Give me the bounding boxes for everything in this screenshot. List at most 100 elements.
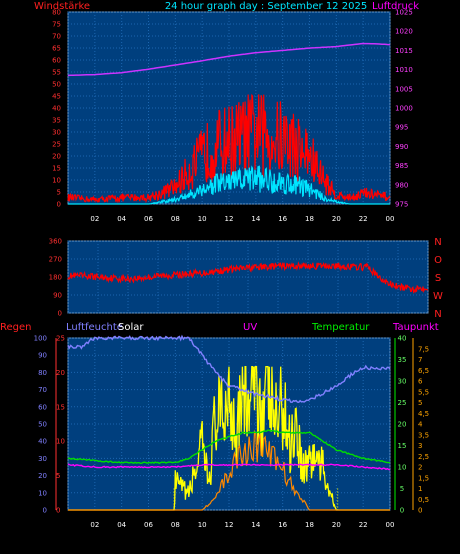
pressure-series-line <box>67 42 391 77</box>
direction-tick-label: 360 <box>49 238 62 246</box>
hour-tick-label: 02 <box>90 521 99 529</box>
hour-tick-label: 08 <box>171 521 180 529</box>
hour-tick-label: 04 <box>117 215 126 223</box>
direction-tick-label: 0 <box>58 310 62 318</box>
uv-tick-label: 3 <box>418 442 422 450</box>
hour-tick-label: 16 <box>278 521 287 529</box>
humidity-tick-label: 100 <box>34 335 47 343</box>
wind-tick-label: 75 <box>52 21 61 29</box>
uv-tick-label: 1 <box>418 485 422 493</box>
uv-tick-label: 1,5 <box>418 474 429 482</box>
temperature-tick-label: 10 <box>398 464 407 472</box>
hour-tick-label: 08 <box>171 215 180 223</box>
wind-tick-label: 15 <box>52 165 61 173</box>
temperature-tick-label: 40 <box>398 335 407 343</box>
wind-axis-title: Windstärke <box>34 1 90 12</box>
uv-tick-label: 3,5 <box>418 431 429 439</box>
wind-tick-label: 45 <box>52 93 61 101</box>
humidity-tick-label: 40 <box>38 438 47 446</box>
temperature-tick-label: 0 <box>400 507 404 515</box>
rain-tick-label: 10 <box>56 438 65 446</box>
temperature-tick-label: 15 <box>398 442 407 450</box>
compass-label: W <box>433 291 443 302</box>
temperature-tick-label: 30 <box>398 378 407 386</box>
hour-tick-label: 18 <box>305 521 314 529</box>
wind-tick-label: 5 <box>57 189 61 197</box>
wind-tick-label: 0 <box>57 201 61 209</box>
temperature-tick-label: 35 <box>398 356 407 364</box>
hour-tick-label: 02 <box>90 215 99 223</box>
temperature-tick-label: 25 <box>398 399 407 407</box>
uv-tick-label: 5,5 <box>418 388 429 396</box>
humidity-tick-label: 0 <box>43 507 47 515</box>
uv-tick-label: 7,5 <box>418 345 429 353</box>
hour-tick-label: 16 <box>278 215 287 223</box>
hour-tick-label: 20 <box>332 521 341 529</box>
humidity-label: Luftfeuchte <box>66 322 123 333</box>
hour-tick-label: 12 <box>225 521 234 529</box>
uv-tick-label: 2 <box>418 464 422 472</box>
hour-tick-label: 00 <box>386 215 395 223</box>
gust-series-line <box>67 93 391 204</box>
uv-tick-label: 2,5 <box>418 453 429 461</box>
hour-tick-label: 04 <box>117 521 126 529</box>
hour-tick-label: 14 <box>251 215 260 223</box>
temperature-tick-label: 20 <box>398 421 407 429</box>
compass-label: S <box>435 273 441 284</box>
hour-tick-label: 10 <box>198 521 207 529</box>
rain-tick-label: 15 <box>56 403 65 411</box>
humidity-tick-label: 70 <box>38 386 47 394</box>
pressure-tick-label: 985 <box>395 162 408 170</box>
uv-tick-label: 6 <box>418 378 423 386</box>
uv-tick-label: 5 <box>418 399 422 407</box>
humidity-tick-label: 10 <box>38 489 47 497</box>
dewpoint-label: Taupunkt <box>392 322 439 333</box>
uv-tick-label: 7 <box>418 356 422 364</box>
pressure-tick-label: 1025 <box>395 9 413 17</box>
wind-tick-label: 40 <box>52 105 61 113</box>
hour-tick-label: 14 <box>251 521 260 529</box>
temperature-label: Temperatur <box>311 322 370 333</box>
pressure-tick-label: 1005 <box>395 85 413 93</box>
uv-tick-label: 0,5 <box>418 496 429 504</box>
temperature-series-line <box>67 429 391 465</box>
rain-label: Regen <box>0 322 32 333</box>
pressure-tick-label: 1015 <box>395 47 413 55</box>
hour-tick-label: 22 <box>359 521 368 529</box>
direction-tick-label: 180 <box>49 274 62 282</box>
humidity-tick-label: 60 <box>38 403 47 411</box>
hour-tick-label: 18 <box>305 215 314 223</box>
pressure-axis-title: Luftdruck <box>372 1 419 12</box>
rain-tick-label: 5 <box>56 472 60 480</box>
humidity-tick-label: 30 <box>38 455 47 463</box>
wind-tick-label: 70 <box>52 33 61 41</box>
direction-tick-label: 270 <box>49 256 62 264</box>
hour-tick-label: 06 <box>144 521 153 529</box>
temperature-tick-label: 5 <box>400 485 404 493</box>
chart-title: 24 hour graph day : September 12 2025 <box>165 1 367 12</box>
humidity-tick-label: 80 <box>38 369 47 377</box>
pressure-tick-label: 1020 <box>395 28 413 36</box>
pressure-tick-label: 975 <box>395 201 408 209</box>
wind-series-line <box>68 165 390 205</box>
humidity-tick-label: 20 <box>38 472 47 480</box>
uv-tick-label: 4,5 <box>418 410 429 418</box>
wind-tick-label: 30 <box>52 129 61 137</box>
rain-tick-label: 25 <box>56 335 65 343</box>
wind-tick-label: 60 <box>52 57 61 65</box>
pressure-tick-label: 990 <box>395 143 408 151</box>
wind-tick-label: 20 <box>52 153 61 161</box>
humidity-series-line <box>67 334 391 404</box>
wind-tick-label: 35 <box>52 117 61 125</box>
uv-tick-label: 6,5 <box>418 367 429 375</box>
compass-label: N <box>434 237 441 248</box>
hour-tick-label: 10 <box>198 215 207 223</box>
pressure-tick-label: 1000 <box>395 105 413 113</box>
humidity-tick-label: 50 <box>38 421 47 429</box>
compass-label: N <box>434 309 441 320</box>
humidity-tick-label: 90 <box>38 352 47 360</box>
hour-tick-label: 12 <box>225 215 234 223</box>
compass-label: O <box>434 255 442 266</box>
wind-tick-label: 10 <box>52 177 61 185</box>
